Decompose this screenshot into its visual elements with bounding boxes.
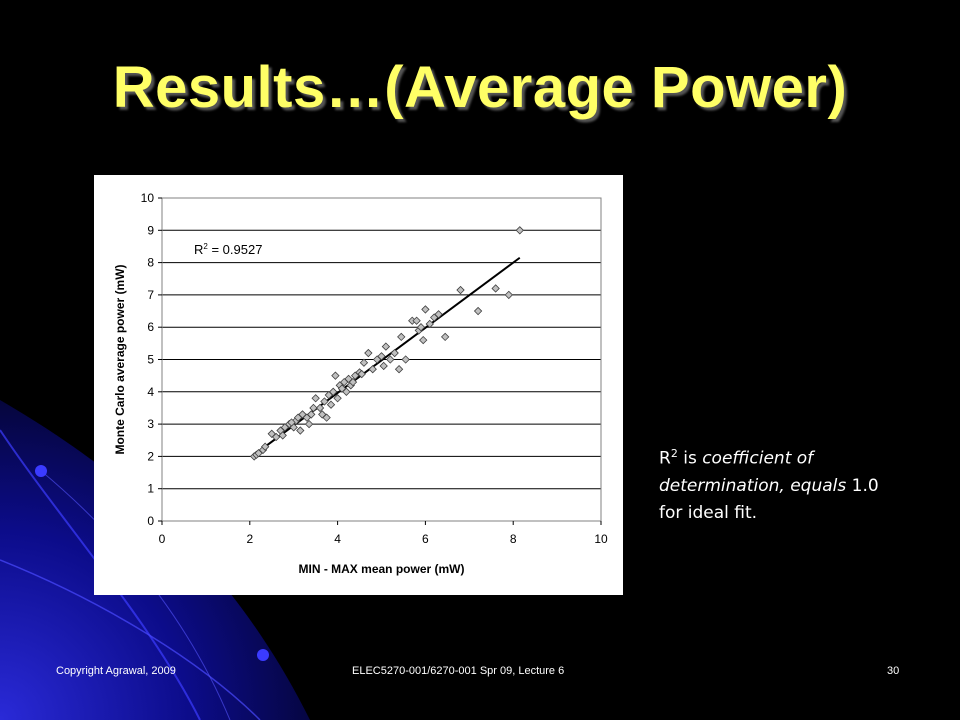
data-point — [342, 387, 351, 396]
chart-area: 0 1 2 3 4 5 6 7 8 9 10 0 2 4 6 8 10 MIN - MAX mean power … — [94, 175, 623, 595]
data-point — [379, 361, 388, 371]
orb-decoration — [35, 465, 47, 477]
footer-course: ELEC5270-001/6270-001 Spr 09, Lecture 6 — [352, 665, 565, 677]
data-point — [304, 419, 314, 429]
y-axis-label: Monte Carlo average power (mW) — [113, 264, 127, 454]
note-sup: 2 — [670, 447, 678, 460]
data-point — [287, 418, 296, 427]
data-point — [333, 394, 342, 403]
data-point — [307, 410, 316, 419]
y-tick-label: 7 — [147, 288, 154, 302]
y-tick-label: 3 — [147, 417, 154, 431]
r-squared-note: R2 is coefficient of determination, equa… — [659, 440, 899, 527]
y-tick-label: 5 — [147, 353, 154, 367]
data-point — [377, 352, 386, 361]
y-tick-label: 8 — [147, 256, 154, 270]
data-point — [260, 442, 270, 451]
data-point — [331, 371, 340, 380]
note-rest: 1.0 for ideal fit. — [659, 475, 879, 523]
y-tick-label: 4 — [147, 385, 154, 399]
data-point — [434, 310, 443, 319]
data-point — [368, 365, 377, 374]
data-point — [416, 323, 426, 332]
y-tick-label: 10 — [141, 191, 155, 205]
x-tick-label: 0 — [159, 532, 166, 546]
x-tick-label: 6 — [422, 532, 429, 546]
data-point — [311, 394, 320, 403]
data-point — [296, 426, 305, 435]
data-point — [401, 355, 410, 364]
data-point — [412, 316, 421, 325]
data-point — [504, 290, 513, 300]
x-axis-label: MIN - MAX mean power (mW) — [298, 562, 464, 576]
data-point — [491, 284, 500, 293]
data-point — [364, 348, 373, 358]
data-point — [440, 332, 450, 342]
note-italic: coefficient of determination, equals — [659, 448, 847, 496]
r-squared-annotation: R2 = 0.9527 — [194, 242, 262, 257]
data-point — [326, 400, 336, 409]
y-tick-label: 6 — [147, 320, 154, 334]
data-point — [320, 397, 329, 406]
data-point — [359, 358, 369, 367]
data-point — [381, 342, 391, 351]
data-point — [329, 387, 338, 396]
data-point — [394, 365, 404, 374]
data-point — [271, 432, 281, 442]
x-tick-label: 8 — [510, 532, 517, 546]
data-point — [456, 285, 465, 295]
data-point — [390, 348, 399, 358]
y-tick-label: 0 — [147, 514, 154, 528]
x-tick-label: 10 — [594, 532, 608, 546]
data-point — [473, 306, 483, 316]
note-r: R — [659, 448, 671, 469]
x-tick-label: 2 — [246, 532, 253, 546]
data-point — [421, 305, 430, 314]
y-tick-label: 2 — [147, 449, 154, 463]
data-point — [278, 431, 287, 440]
data-point — [386, 355, 395, 364]
data-point — [309, 403, 318, 413]
y-tick-label: 1 — [147, 482, 154, 496]
data-point — [315, 403, 325, 413]
x-tick-label: 4 — [334, 532, 341, 546]
data-point — [419, 335, 428, 345]
orb-decoration — [257, 649, 269, 661]
footer-copyright: Copyright Agrawal, 2009 — [56, 665, 176, 677]
data-point — [397, 332, 406, 342]
y-tick-label: 9 — [147, 223, 154, 237]
data-point — [267, 429, 276, 438]
data-point — [515, 226, 524, 235]
data-point — [322, 413, 331, 422]
scatter-chart: 0 1 2 3 4 5 6 7 8 9 10 0 2 4 6 8 10 MIN - MAX mean power … — [113, 191, 608, 576]
data-point — [425, 319, 434, 329]
footer-page-number: 30 — [887, 665, 900, 677]
slide-title: Results…(Average Power) — [112, 55, 848, 120]
note-is: is — [677, 448, 703, 469]
data-point — [357, 369, 366, 379]
data-point — [348, 377, 358, 387]
